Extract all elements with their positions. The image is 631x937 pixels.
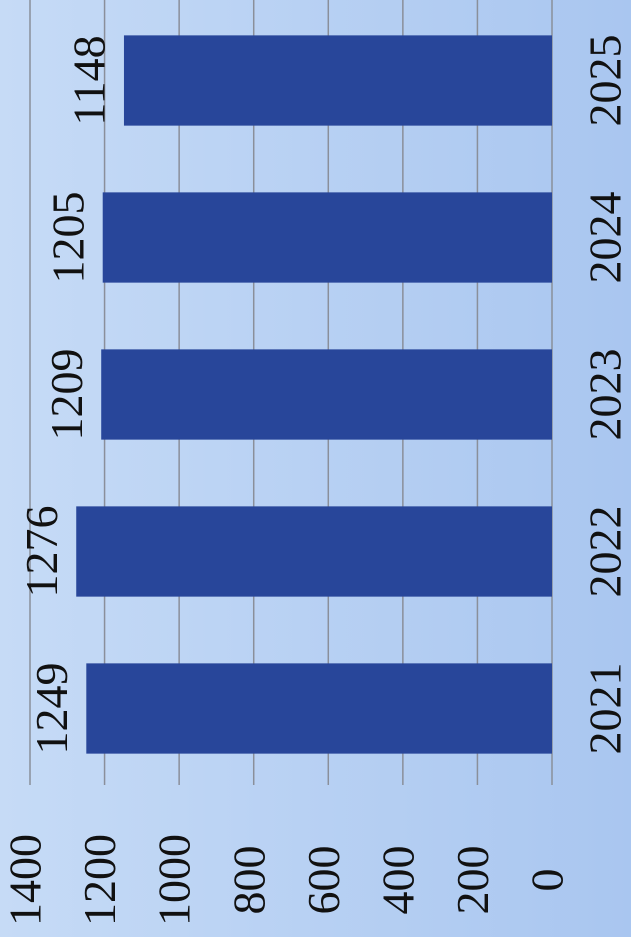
bar (76, 506, 552, 597)
y-tick-label: 800 (223, 846, 274, 915)
y-tick-label: 600 (298, 846, 349, 915)
x-tick-label: 2023 (580, 349, 631, 441)
value-label: 1205 (42, 192, 93, 284)
bar (102, 192, 552, 283)
y-tick-label: 200 (447, 846, 498, 915)
x-tick-label: 2025 (580, 35, 631, 127)
bar (101, 349, 553, 440)
y-tick-label: 1400 (0, 834, 51, 926)
value-label: 1209 (41, 349, 92, 441)
bar (86, 663, 553, 754)
value-label: 1148 (64, 35, 115, 125)
x-tick-label: 2022 (580, 506, 631, 598)
x-tick-label: 2021 (580, 663, 631, 755)
value-label: 1249 (26, 663, 77, 755)
y-tick-label: 1000 (149, 834, 200, 926)
y-tick-label: 1200 (74, 834, 125, 926)
value-label: 1276 (16, 506, 67, 598)
x-tick-label: 2024 (580, 192, 631, 284)
y-tick-label: 400 (372, 846, 423, 915)
y-tick-label: 0 (522, 869, 573, 892)
bar (123, 35, 553, 126)
